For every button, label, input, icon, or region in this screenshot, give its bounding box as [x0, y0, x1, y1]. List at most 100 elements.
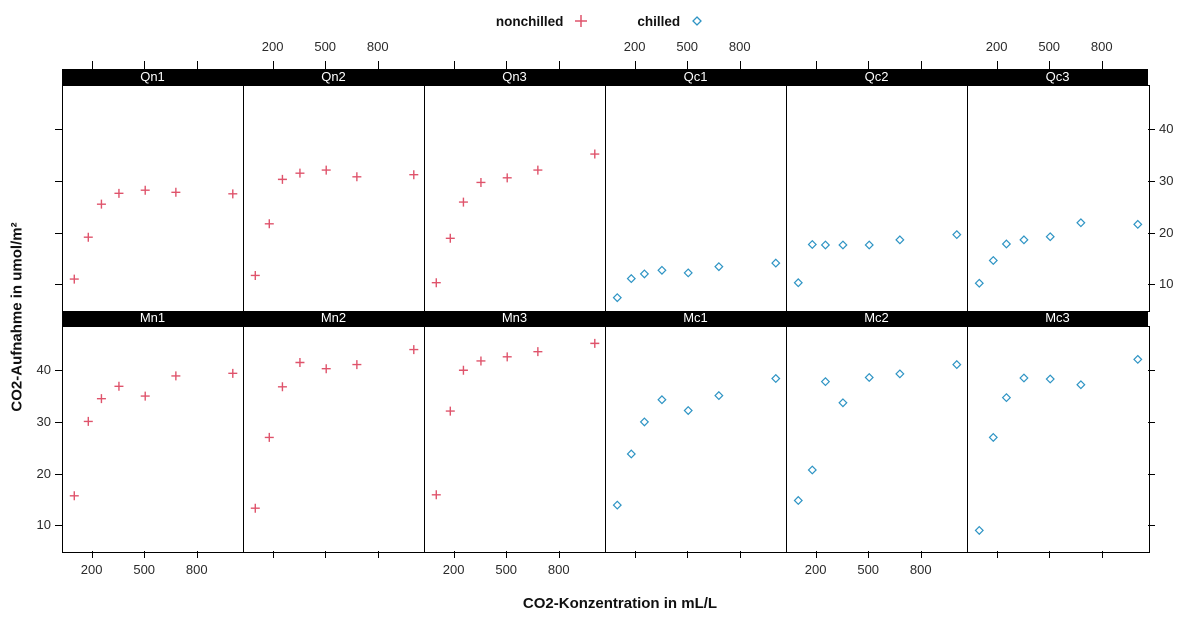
x-tick-mark [558, 61, 560, 69]
data-point [96, 393, 106, 403]
data-point [1133, 354, 1143, 364]
x-tick-mark [1101, 550, 1103, 558]
y-tick-label: 40 [36, 362, 51, 378]
data-point [352, 359, 362, 369]
data-point [228, 368, 238, 378]
data-point [626, 448, 636, 459]
x-tick-mark [506, 61, 508, 69]
y-tick-label: 10 [36, 517, 51, 533]
data-point [590, 338, 600, 348]
data-point [639, 416, 650, 427]
data-point [626, 273, 636, 283]
x-tick-label: 200 [80, 562, 103, 577]
data-point [321, 165, 331, 175]
x-tick-label: 200 [804, 562, 827, 577]
data-point [1076, 217, 1086, 227]
x-tick-label: 800 [1090, 39, 1113, 54]
y-tick-label: 10 [1159, 276, 1174, 292]
data-point [807, 464, 817, 475]
x-tick-mark [920, 61, 922, 69]
panel-divider [243, 85, 244, 311]
data-point [639, 268, 650, 279]
data-point [952, 229, 962, 239]
legend-item-nonchilled: nonchilled [496, 13, 590, 29]
x-tick-mark [558, 550, 560, 558]
y-tick-mark [1148, 180, 1155, 182]
y-tick-mark [55, 232, 62, 234]
panel-row-bottom [62, 325, 1150, 553]
data-point [171, 370, 181, 380]
y-tick-mark [1148, 129, 1155, 131]
x-tick-mark [634, 550, 636, 558]
data-point [431, 489, 441, 499]
panel-divider [786, 85, 787, 311]
x-tick-mark [91, 61, 93, 69]
strip-row-bottom: Mn1 Mn2 Mn3 Mc1 Mc2 Mc3 [62, 310, 1148, 326]
panel-strip-label: Mn1 [139, 310, 166, 325]
data-point [1001, 392, 1012, 402]
x-tick-mark [634, 61, 636, 69]
data-point [1001, 238, 1012, 249]
data-point [533, 346, 543, 356]
data-point [69, 490, 79, 500]
x-tick-label: 200 [985, 39, 1008, 54]
data-point [714, 390, 724, 400]
panel-strip-label: Mn2 [320, 310, 347, 325]
data-point [458, 365, 468, 375]
data-point [140, 185, 150, 195]
panel-row-top [62, 84, 1150, 312]
data-point [445, 233, 455, 243]
x-tick-mark [506, 550, 508, 558]
data-point [988, 432, 998, 442]
panel-divider [967, 85, 968, 311]
y-tick-mark [55, 473, 62, 475]
data-point [502, 172, 512, 182]
x-tick-mark [815, 61, 817, 69]
data-point [476, 177, 486, 187]
panel-strip-label: Mc2 [864, 310, 889, 325]
panel-strip-label: Qc3 [1045, 68, 1070, 84]
y-tick-mark [1148, 473, 1155, 475]
data-point [250, 270, 260, 280]
data-point [445, 406, 455, 416]
x-tick-label: 800 [728, 39, 751, 54]
x-axis-title: CO2-Konzentration in mL/L [522, 595, 718, 612]
panel-strip-label: Mc1 [683, 310, 708, 325]
data-point [533, 165, 543, 175]
y-tick-mark [55, 180, 62, 182]
data-point [431, 277, 441, 287]
data-point [793, 277, 803, 287]
diamond-icon [692, 16, 703, 26]
y-tick-mark [55, 370, 62, 372]
y-tick-mark [55, 421, 62, 423]
data-point [69, 274, 79, 284]
data-point [1045, 373, 1055, 384]
panel-strip-label: Qc2 [864, 68, 889, 84]
y-axis-title: CO2-Aufnahme in umol/m² [8, 222, 26, 412]
data-point [1133, 219, 1143, 229]
data-point [988, 255, 998, 265]
x-tick-label: 200 [442, 562, 465, 577]
y-tick-label: 30 [36, 413, 51, 429]
y-tick-mark [1148, 370, 1155, 372]
data-point [657, 265, 667, 275]
data-point [864, 372, 874, 382]
y-tick-label: 40 [1159, 121, 1174, 137]
data-point [838, 397, 848, 407]
x-tick-mark [868, 550, 870, 558]
y-tick-mark [1148, 525, 1155, 527]
x-tick-mark [1049, 550, 1051, 558]
data-point [612, 499, 622, 510]
data-point [295, 357, 305, 367]
data-point [1019, 372, 1029, 383]
x-tick-mark [996, 61, 998, 69]
y-tick-label: 30 [1159, 172, 1174, 188]
x-tick-mark [868, 61, 870, 69]
x-tick-label: 800 [366, 39, 389, 54]
y-tick-mark [1148, 284, 1155, 286]
data-point [683, 267, 693, 278]
data-point [140, 391, 150, 401]
scatter-points-layer [69, 338, 1143, 535]
data-point [657, 394, 667, 404]
y-tick-mark [55, 525, 62, 527]
